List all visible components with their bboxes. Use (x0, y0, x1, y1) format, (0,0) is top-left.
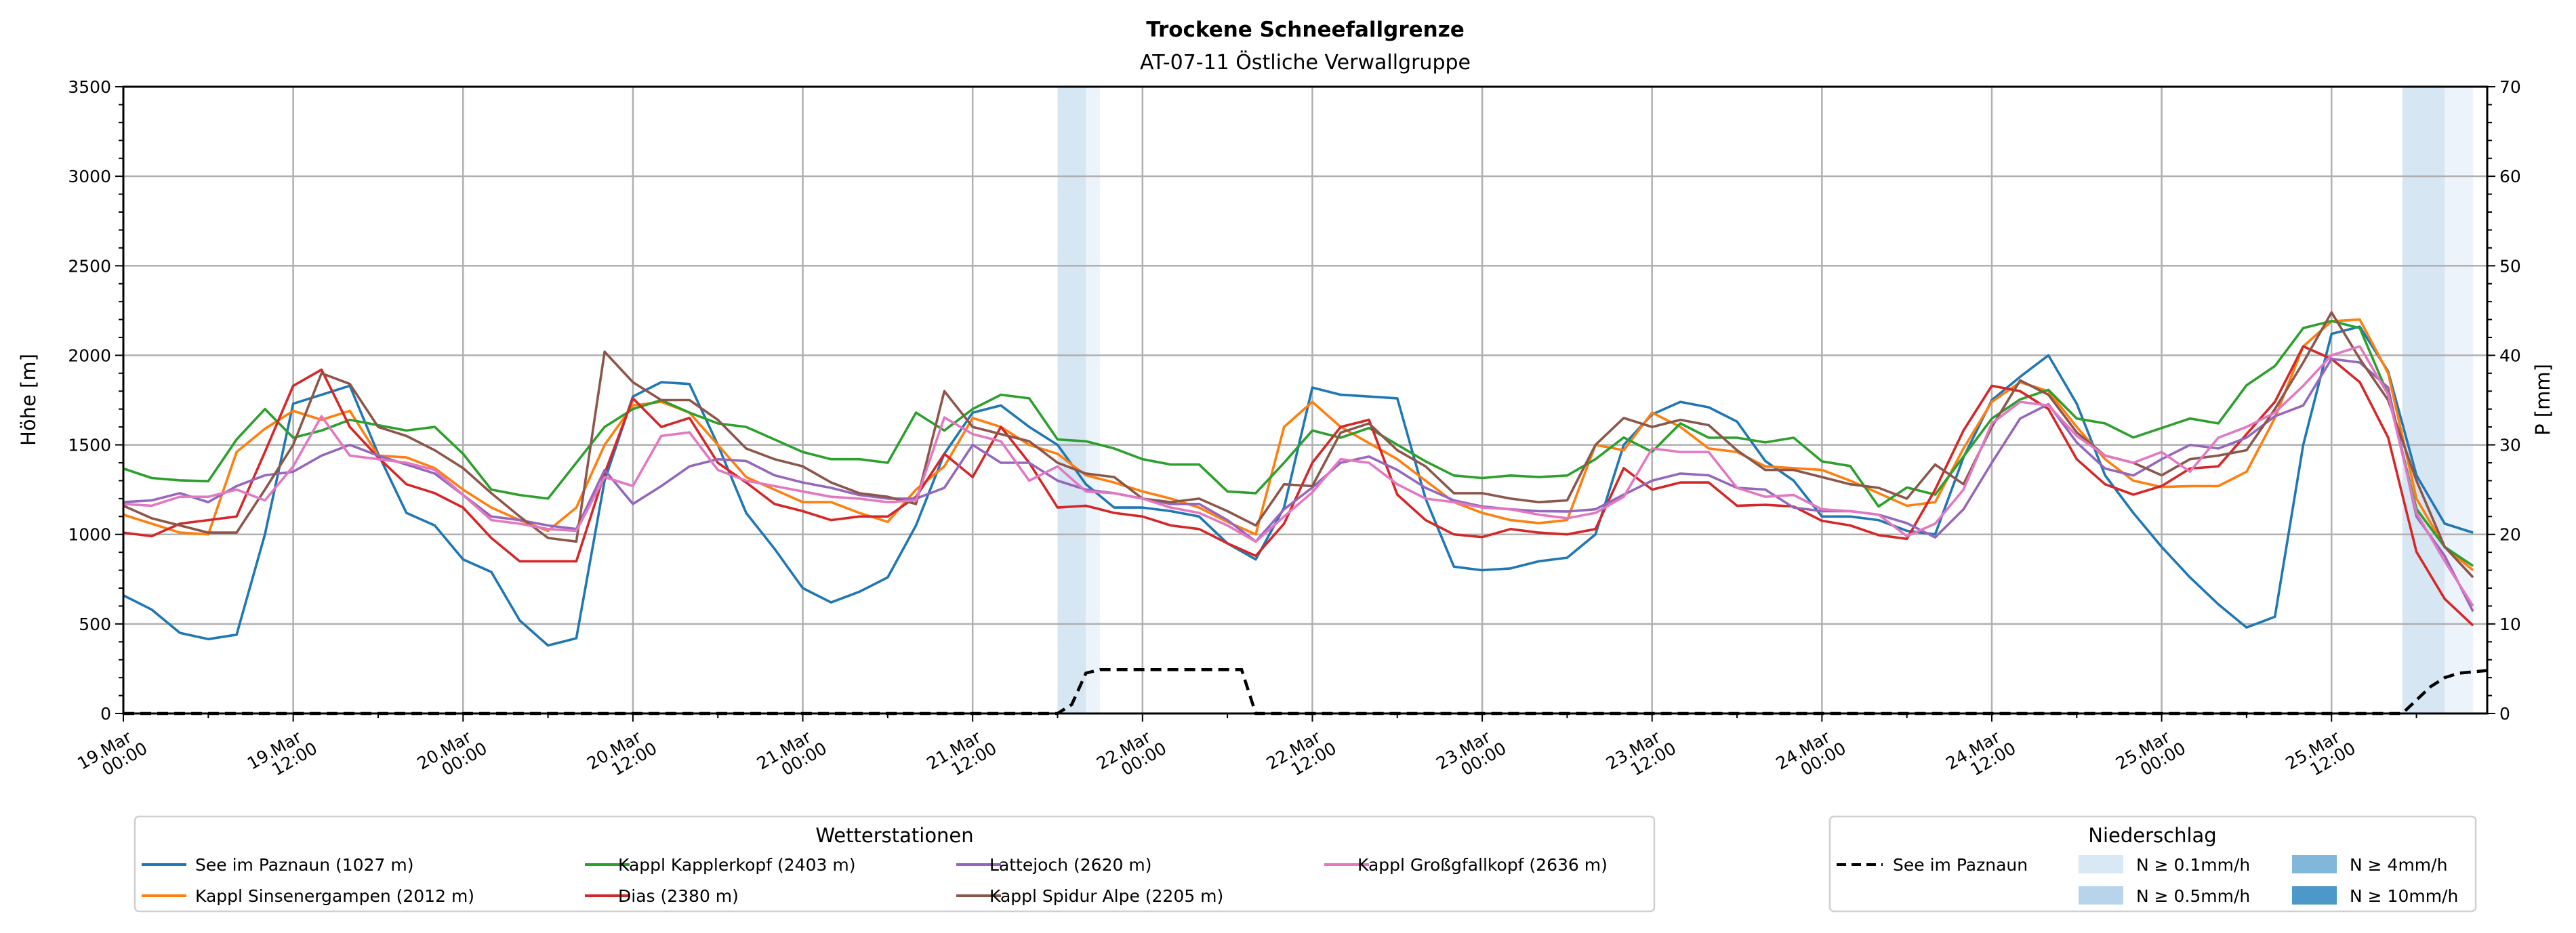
legend-label: Lattejoch (2620 m) (989, 855, 1151, 875)
x-tick-label: 19.Mar00:00 (74, 723, 150, 789)
legend-stations: Wetterstationen See im Paznaun (1027 m) K… (134, 815, 1656, 913)
y-tick-label: 1500 (68, 436, 111, 455)
y-axis-label-right: P [mm] (2531, 364, 2554, 436)
legend-label-n05: N ≥ 0.5mm/h (2136, 886, 2250, 906)
x-tick-label: 25.Mar00:00 (2112, 723, 2189, 789)
legend-label: Kappl Sinsenergampen (2012 m) (195, 886, 474, 906)
y-axis-label: Höhe [m] (17, 354, 40, 446)
x-tick-label: 25.Mar12:00 (2282, 723, 2358, 789)
x-tick-label: 24.Mar12:00 (1942, 723, 2019, 789)
legend-label-n4: N ≥ 4mm/h (2350, 855, 2447, 875)
series-line (123, 319, 2474, 567)
series-line (123, 345, 2474, 607)
y-right-tick-label: 30 (2499, 436, 2521, 455)
y-right-tick-label: 40 (2499, 346, 2521, 365)
x-tick-label: 23.Mar00:00 (1433, 723, 1509, 789)
series-line (123, 345, 2474, 627)
precip-bands (1057, 87, 2474, 713)
grid (122, 85, 2487, 715)
y-right-tick-label: 20 (2499, 525, 2521, 545)
x-tick-label: 21.Mar12:00 (923, 723, 1000, 789)
x-tick-label: 22.Mar12:00 (1263, 723, 1340, 789)
y-right-tick-label: 0 (2499, 704, 2510, 724)
legend-label: Kappl Kapplerkopf (2403 m) (618, 855, 855, 875)
legend-swatch-n01 (2079, 855, 2123, 873)
axis-ticks: 19.Mar00:00 19.Mar12:00 20.Mar00:00 20.Mar1… (68, 77, 2521, 789)
precip-line (123, 668, 2488, 716)
y-tick-label: 2500 (68, 256, 111, 276)
y-tick-label: 0 (100, 704, 111, 724)
x-tick-label: 21.Mar00:00 (754, 723, 830, 789)
legend-label-n10: N ≥ 10mm/h (2350, 886, 2458, 906)
legend-swatch-n4 (2292, 855, 2337, 873)
chart-subtitle: AT-07-11 Östliche Verwallgruppe (1140, 50, 1471, 75)
legend-precip-title: Niederschlag (2088, 824, 2216, 847)
x-tick-label: 20.Mar00:00 (413, 723, 490, 789)
legend-precip-line-label: See im Paznaun (1893, 855, 2028, 875)
y-right-tick-label: 50 (2499, 256, 2521, 276)
legend-label: Kappl Großgfallkopf (2636 m) (1357, 855, 1608, 875)
x-tick-label: 24.Mar00:00 (1773, 723, 1849, 789)
precip-band (2445, 87, 2474, 713)
x-tick-label: 22.Mar00:00 (1093, 723, 1170, 789)
precip-band (1057, 87, 1086, 713)
precip-band (1086, 87, 1101, 713)
chart-title: Trockene Schneefallgrenze (1146, 18, 1465, 42)
x-tick-label: 19.Mar12:00 (244, 723, 321, 789)
series-line (123, 311, 2474, 579)
y-tick-label: 2000 (68, 346, 111, 365)
x-tick-label: 20.Mar12:00 (584, 723, 660, 789)
y-tick-label: 3500 (68, 77, 111, 97)
x-tick-label: 23.Mar12:00 (1603, 723, 1679, 789)
series-lines (123, 311, 2474, 647)
legend-label: Dias (2380 m) (618, 886, 739, 906)
precip-series-line (123, 668, 2488, 716)
series-line (123, 357, 2474, 613)
y-right-tick-label: 60 (2499, 167, 2521, 186)
plot-frame (122, 85, 2489, 715)
y-right-tick-label: 10 (2499, 615, 2521, 634)
legend-label-n01: N ≥ 0.1mm/h (2136, 855, 2250, 875)
legend-label: Kappl Spidur Alpe (2205 m) (989, 886, 1223, 906)
y-tick-label: 500 (79, 615, 111, 634)
legend-swatch-n05 (2079, 886, 2123, 905)
y-tick-label: 3000 (68, 167, 111, 186)
legend-stations-title: Wetterstationen (815, 824, 973, 847)
legend-precip: Niederschlag See im Paznaun N ≥ 0.1mm/h … (1828, 815, 2477, 913)
legend-label: See im Paznaun (1027 m) (195, 855, 413, 875)
series-line (123, 318, 2474, 571)
y-right-tick-label: 70 (2499, 77, 2521, 97)
legend-swatch-n10 (2292, 886, 2337, 905)
precip-band (2402, 87, 2445, 713)
y-tick-label: 1000 (68, 525, 111, 545)
